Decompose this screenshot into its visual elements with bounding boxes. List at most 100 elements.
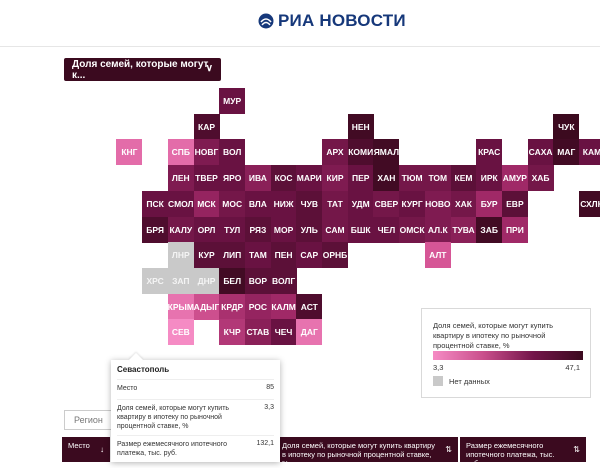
region-tile-новг[interactable]: НОВГ <box>193 139 220 166</box>
region-tile-зап[interactable]: ЗАП <box>167 267 194 294</box>
region-tile-маг[interactable]: МАГ <box>553 139 580 166</box>
region-tile-свер[interactable]: СВЕР <box>373 190 400 217</box>
region-tile-уль[interactable]: УЛЬ <box>296 216 323 243</box>
region-tile-сам[interactable]: САМ <box>322 216 348 243</box>
region-tile-бря[interactable]: БРЯ <box>142 216 169 243</box>
region-tile-крдр[interactable]: КРДР <box>219 293 246 320</box>
region-tile-амур[interactable]: АМУР <box>501 165 528 192</box>
region-tile-мари[interactable]: МАРИ <box>296 165 323 192</box>
column-header-share[interactable]: Доля семей, которые могут купить квартир… <box>276 437 458 468</box>
ria-logo[interactable]: РИА НОВОСТИ <box>258 11 406 31</box>
sort-icon[interactable]: ⇅ <box>573 445 580 454</box>
region-tile-чук[interactable]: ЧУК <box>553 113 580 140</box>
region-tile-аст[interactable]: АСТ <box>296 293 323 320</box>
region-tile-смол[interactable]: СМОЛ <box>167 190 194 217</box>
column-header-payment[interactable]: Размер ежемесячного ипотечного платежа, … <box>460 437 586 468</box>
region-tile-ямал[interactable]: ЯМАЛ <box>373 139 400 166</box>
region-tile-спб[interactable]: СПБ <box>167 139 194 166</box>
region-tile-тат[interactable]: ТАТ <box>322 190 348 217</box>
region-tile-удм[interactable]: УДМ <box>347 190 374 217</box>
region-tile-калм[interactable]: КАЛМ <box>270 293 297 320</box>
region-tile-пер[interactable]: ПЕР <box>347 165 374 192</box>
region-tile-ирк[interactable]: ИРК <box>476 165 503 192</box>
region-tile-рос[interactable]: РОС <box>244 293 271 320</box>
region-tile-сев[interactable]: СЕВ <box>167 319 194 346</box>
region-tile-орл[interactable]: ОРЛ <box>193 216 220 243</box>
region-tile-кчр[interactable]: КЧР <box>219 319 246 346</box>
region-tile-бур[interactable]: БУР <box>476 190 503 217</box>
region-tile-ново[interactable]: НОВО <box>424 190 451 217</box>
region-tile-ива[interactable]: ИВА <box>244 165 271 192</box>
region-tile-бел[interactable]: БЕЛ <box>219 267 246 294</box>
region-tile-тул[interactable]: ТУЛ <box>219 216 246 243</box>
region-tile-алк[interactable]: АЛ.К <box>424 216 451 243</box>
region-tile-став[interactable]: СТАВ <box>244 319 271 346</box>
region-tile-адыг[interactable]: АДЫГ <box>193 293 220 320</box>
region-tile-мос[interactable]: МОС <box>219 190 246 217</box>
region-tile-бшк[interactable]: БШК <box>347 216 374 243</box>
region-tile-нен[interactable]: НЕН <box>347 113 374 140</box>
region-tile-хан[interactable]: ХАН <box>373 165 400 192</box>
region-tile-чув[interactable]: ЧУВ <box>296 190 323 217</box>
region-tile-вол[interactable]: ВОЛ <box>219 139 246 166</box>
region-tile-чел[interactable]: ЧЕЛ <box>373 216 400 243</box>
indicator-dropdown[interactable]: Доля семей, которые могут к... ∨ <box>64 58 221 81</box>
region-tile-сар[interactable]: САР <box>296 242 323 269</box>
region-tile-мск[interactable]: МСК <box>193 190 220 217</box>
region-tile-кир[interactable]: КИР <box>322 165 348 192</box>
tooltip-row-value: 85 <box>266 384 274 391</box>
region-tile-волг[interactable]: ВОЛГ <box>270 267 297 294</box>
region-tile-тюм[interactable]: ТЮМ <box>399 165 426 192</box>
region-tooltip: Севастополь Место 85 Доля семей, которые… <box>111 352 280 463</box>
tooltip-row: Размер ежемесячного ипотечного платежа, … <box>117 435 274 463</box>
map-legend: Доля семей, которые могут купить квартир… <box>421 308 591 398</box>
region-tile-даг[interactable]: ДАГ <box>296 319 323 346</box>
region-tile-мур[interactable]: МУР <box>219 88 246 114</box>
region-tile-ниж[interactable]: НИЖ <box>270 190 297 217</box>
region-search-input[interactable]: Регион <box>64 410 112 430</box>
region-tile-омск[interactable]: ОМСК <box>399 216 426 243</box>
region-tile-ряз[interactable]: РЯЗ <box>244 216 271 243</box>
region-tile-тува[interactable]: ТУВА <box>450 216 477 243</box>
region-tile-лип[interactable]: ЛИП <box>219 242 246 269</box>
region-tile-хак[interactable]: ХАК <box>450 190 477 217</box>
region-tile-пск[interactable]: ПСК <box>142 190 169 217</box>
region-tile-яро[interactable]: ЯРО <box>219 165 246 192</box>
region-tile-крас[interactable]: КРАС <box>476 139 503 166</box>
region-tile-чеч[interactable]: ЧЕЧ <box>270 319 297 346</box>
region-tile-том[interactable]: ТОМ <box>424 165 451 192</box>
sort-desc-icon[interactable]: ↓ <box>100 445 104 454</box>
region-tile-кург[interactable]: КУРГ <box>399 190 426 217</box>
region-tile-кем[interactable]: КЕМ <box>450 165 477 192</box>
region-tile-саха[interactable]: САХА <box>527 139 554 166</box>
region-tile-кос[interactable]: КОС <box>270 165 297 192</box>
region-tile-мор[interactable]: МОР <box>270 216 297 243</box>
region-tile-при[interactable]: ПРИ <box>501 216 528 243</box>
region-tile-вор[interactable]: ВОР <box>244 267 271 294</box>
site-header: РИА НОВОСТИ <box>0 0 600 47</box>
region-tile-пен[interactable]: ПЕН <box>270 242 297 269</box>
column-header-place[interactable]: Место ↓ <box>62 437 110 462</box>
region-tile-кур[interactable]: КУР <box>193 242 220 269</box>
region-tile-вла[interactable]: ВЛА <box>244 190 271 217</box>
region-tile-евр[interactable]: ЕВР <box>501 190 528 217</box>
region-tile-лнр[interactable]: ЛНР <box>167 242 194 269</box>
region-tile-калу[interactable]: КАЛУ <box>167 216 194 243</box>
region-tile-лен[interactable]: ЛЕН <box>167 165 194 192</box>
region-tile-кам[interactable]: КАМ <box>579 139 600 166</box>
region-tile-твер[interactable]: ТВЕР <box>193 165 220 192</box>
region-tile-кар[interactable]: КАР <box>193 113 220 140</box>
sort-icon[interactable]: ⇅ <box>445 445 452 454</box>
region-tile-схлн[interactable]: СХЛН <box>579 190 600 217</box>
region-tile-алт[interactable]: АЛТ <box>424 242 451 269</box>
region-tile-заб[interactable]: ЗАБ <box>476 216 503 243</box>
region-tile-днр[interactable]: ДНР <box>193 267 220 294</box>
region-tile-хрс[interactable]: ХРС <box>142 267 169 294</box>
region-tile-хаб[interactable]: ХАБ <box>527 165 554 192</box>
region-tile-арх[interactable]: АРХ <box>322 139 348 166</box>
region-tile-кнг[interactable]: КНГ <box>116 139 143 166</box>
region-tile-крым[interactable]: КРЫМ <box>168 293 194 320</box>
region-tile-там[interactable]: ТАМ <box>244 242 271 269</box>
region-tile-коми[interactable]: КОМИ <box>347 139 374 166</box>
region-tile-орнб[interactable]: ОРНБ <box>322 242 348 269</box>
